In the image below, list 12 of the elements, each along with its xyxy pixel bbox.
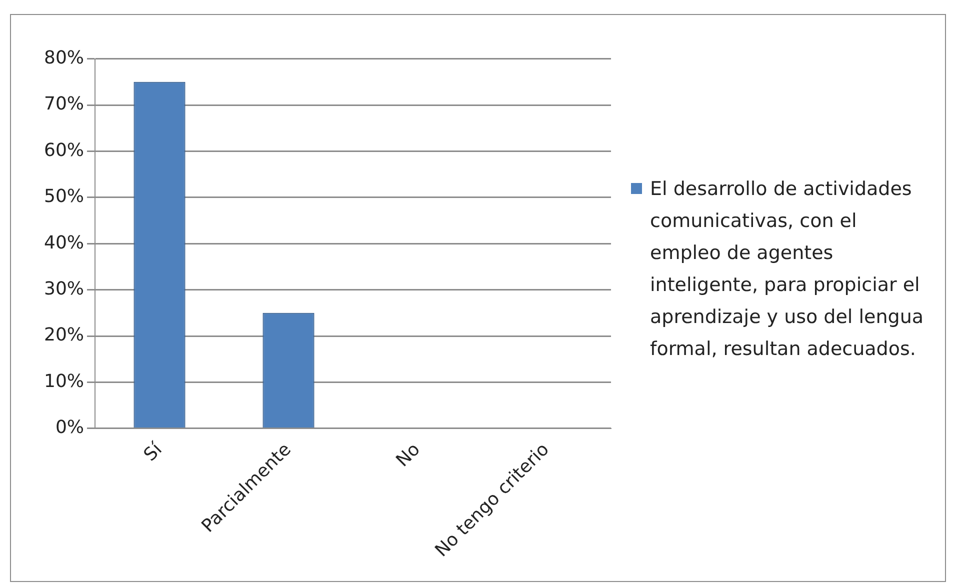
y-tick-label: 30%	[44, 278, 84, 300]
y-tick-label: 80%	[44, 47, 84, 68]
y-tick-label: 0%	[55, 417, 84, 438]
y-tick-label: 20%	[44, 324, 84, 346]
y-tick-label: 10%	[44, 370, 84, 392]
x-tick-label: No	[392, 439, 424, 472]
y-tick-label: 50%	[44, 186, 84, 208]
y-tick-label: 70%	[44, 94, 84, 115]
y-tick-label: 40%	[44, 232, 84, 254]
y-tick-label: 60%	[44, 140, 84, 161]
legend-label: El desarrollo de actividades comunicativas, con el empleo de agentes inteligente, para propiciar el aprendizaje y uso del lengua formal, resultan adecuados.	[650, 177, 925, 362]
x-tick-label: Sí	[140, 438, 168, 466]
